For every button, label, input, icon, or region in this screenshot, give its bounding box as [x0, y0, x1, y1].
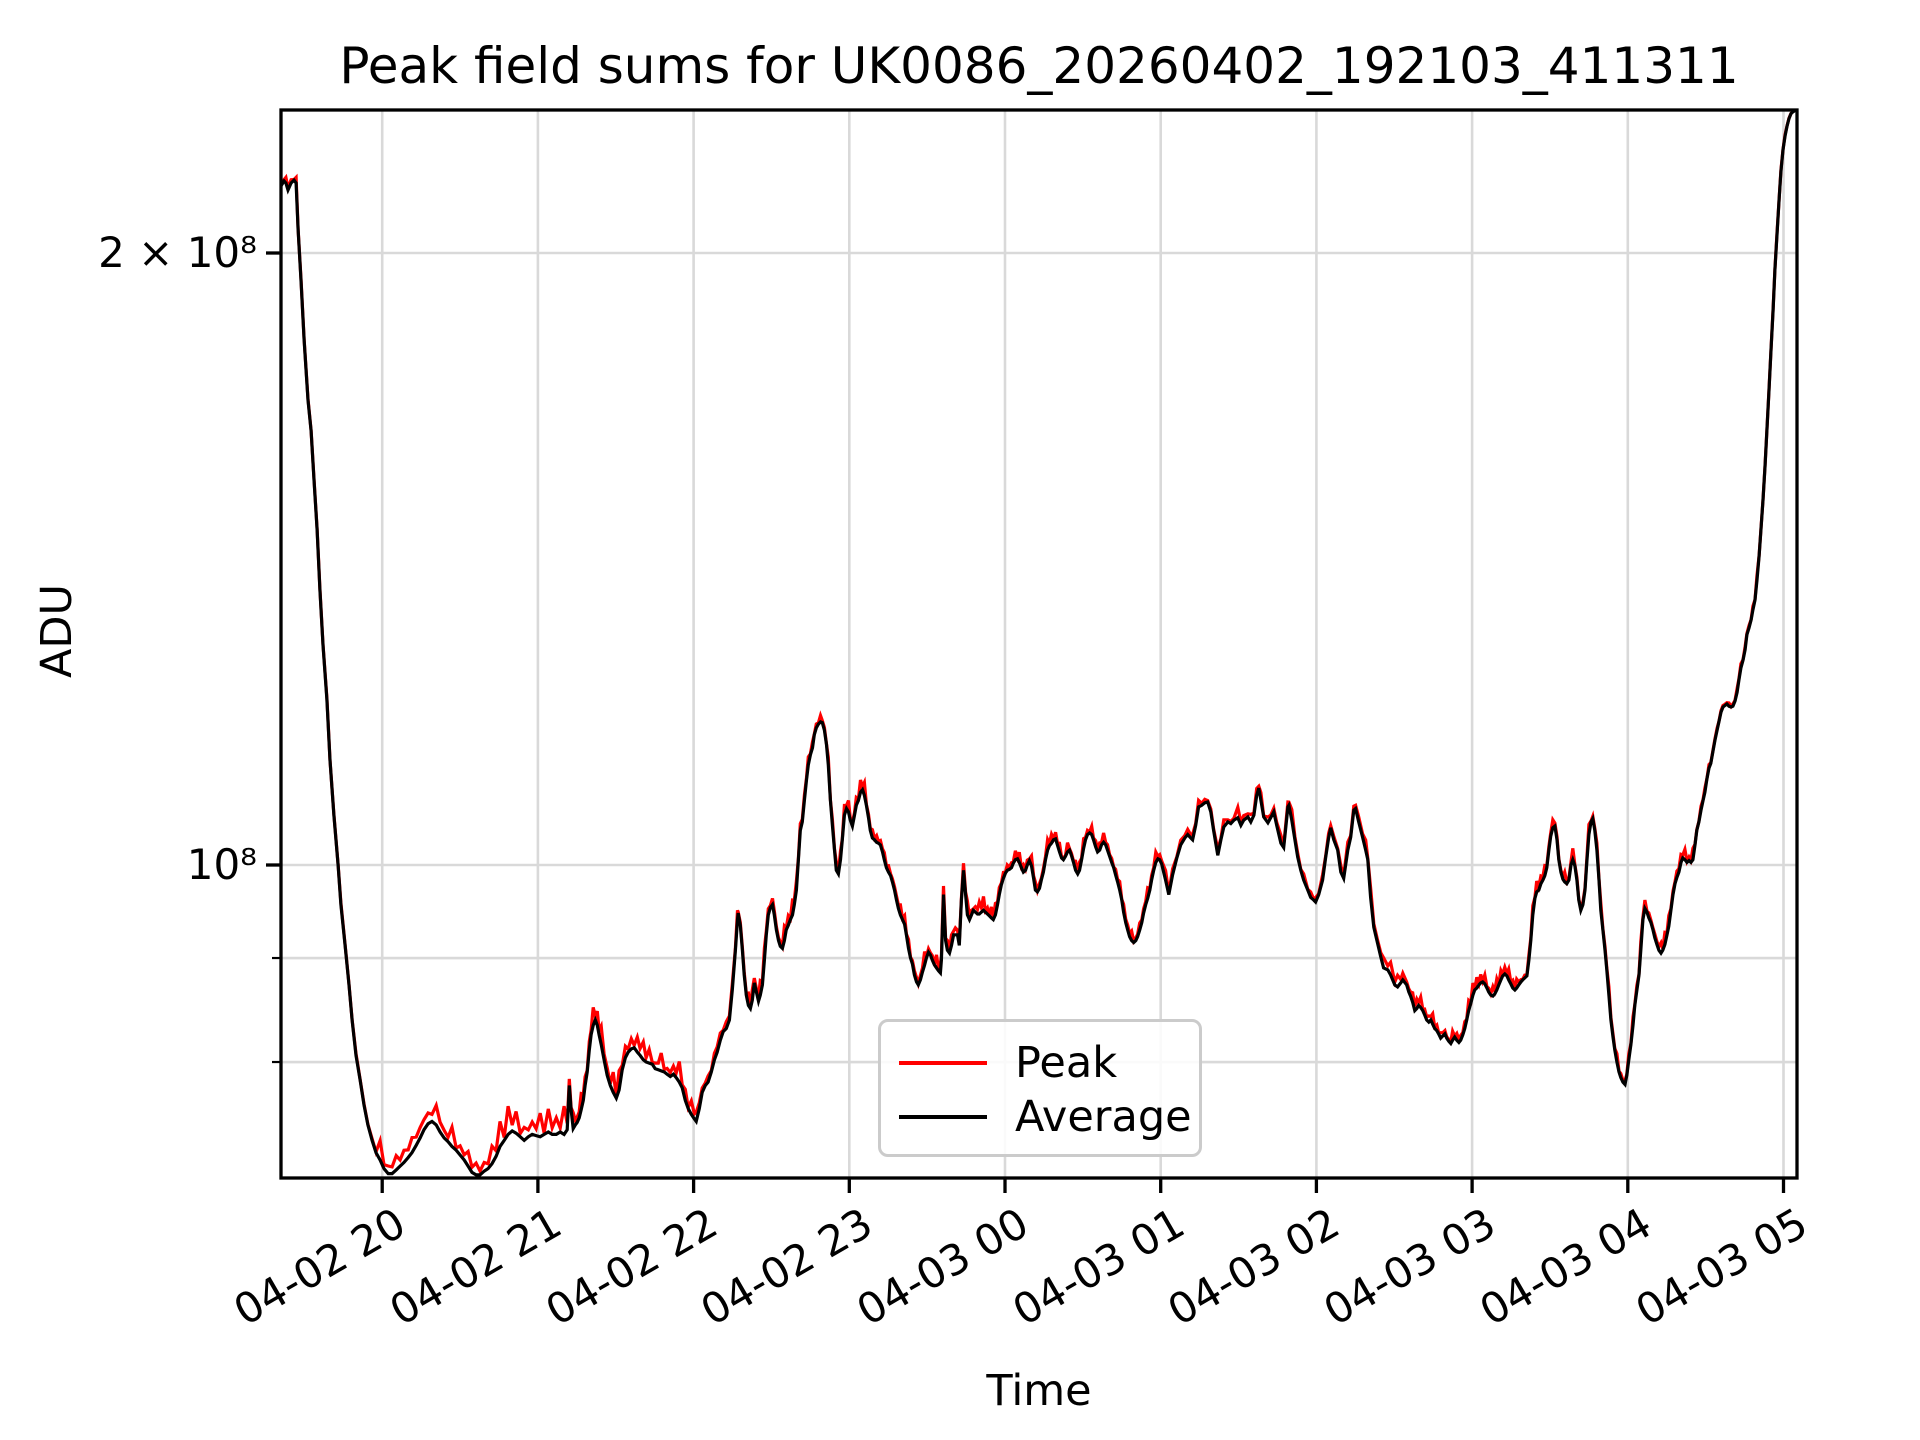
y-axis-label: ADU: [32, 584, 82, 678]
legend-box: Peak Average: [878, 1019, 1202, 1157]
legend-item-peak: Peak: [899, 1036, 1199, 1090]
legend-label-average: Average: [1015, 1091, 1192, 1142]
axes-spines: [279, 108, 1799, 1180]
chart-title: Peak field sums for UK0086_20260402_1921…: [339, 37, 1739, 95]
average-line: [281, 110, 1797, 1177]
y-tick-label: 10⁸: [186, 840, 257, 889]
peak-line-swatch: [899, 1061, 987, 1065]
legend-label-peak: Peak: [1015, 1037, 1118, 1088]
y-tick-label: 2 × 10⁸: [98, 228, 257, 277]
x-axis-label: Time: [986, 1366, 1092, 1416]
legend-item-average: Average: [899, 1090, 1199, 1144]
average-line-swatch: [899, 1115, 987, 1119]
peak-line: [281, 110, 1797, 1175]
